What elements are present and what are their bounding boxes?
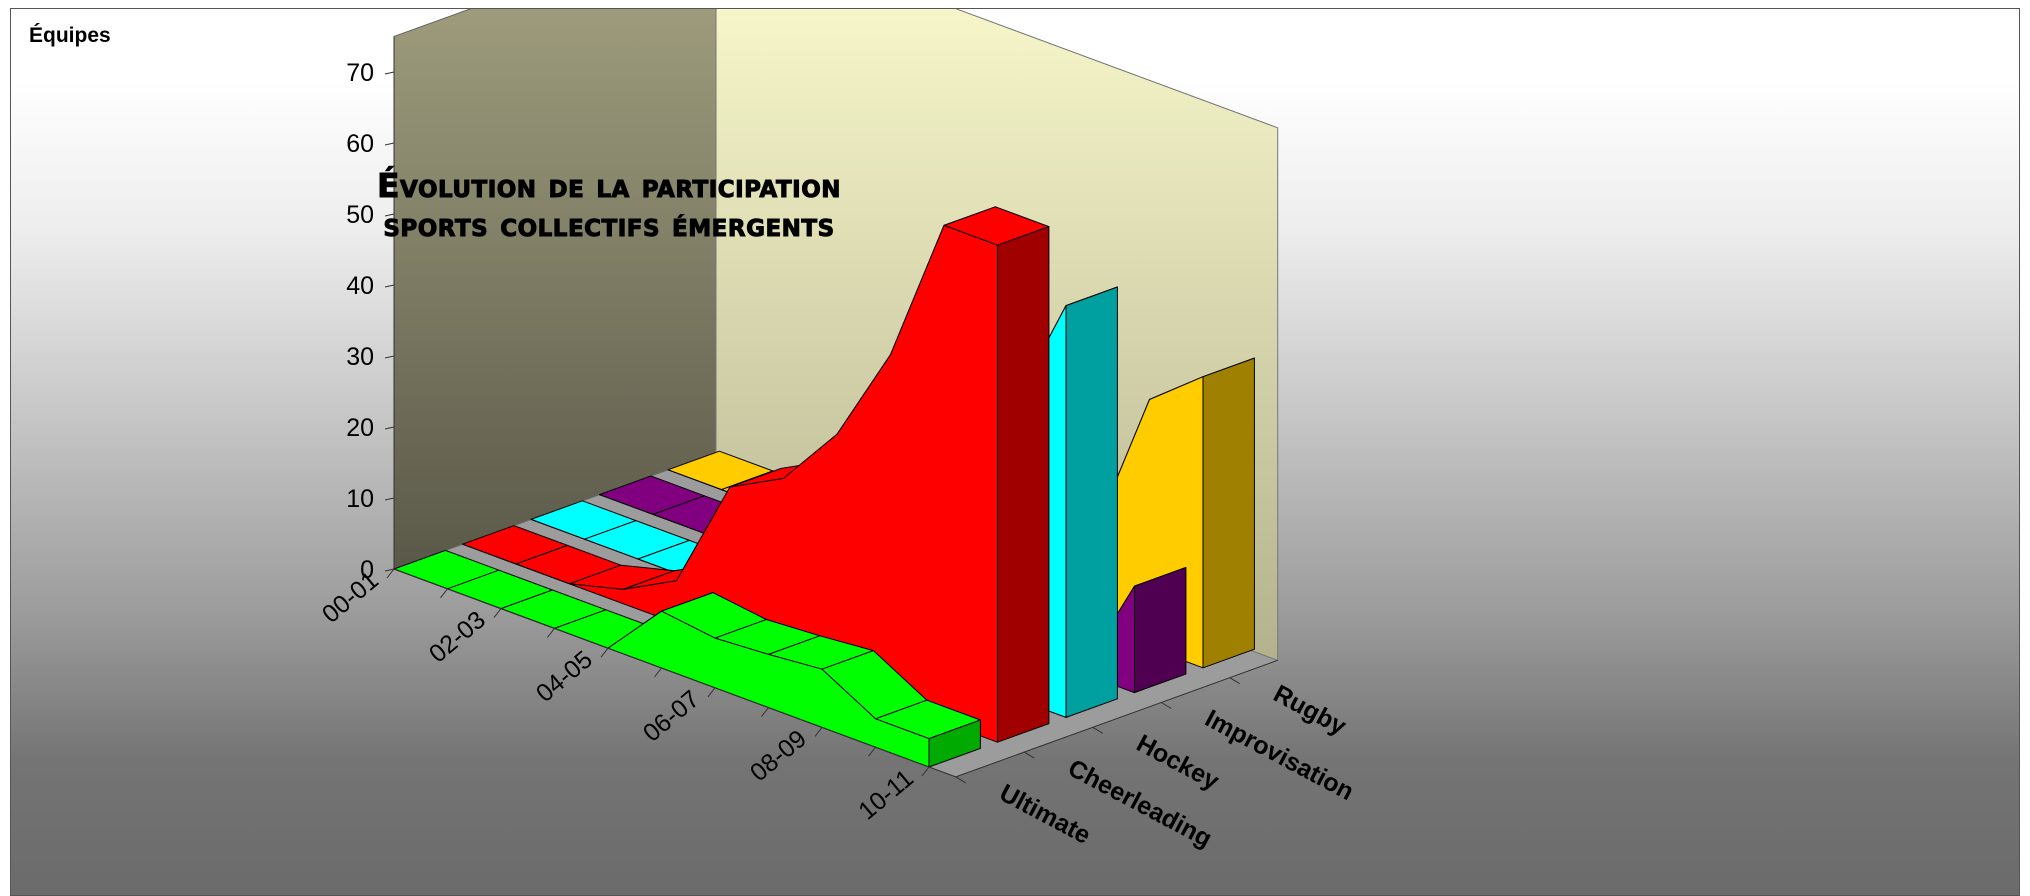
x-tick xyxy=(921,766,930,777)
x-tick xyxy=(600,647,609,658)
chart-title-line-2: sports collectifs émergents xyxy=(383,205,834,244)
y-tick-label-10: 10 xyxy=(346,485,374,513)
x-tick-label-02-03: 02-03 xyxy=(424,606,491,669)
x-tick xyxy=(707,687,716,698)
x-tick xyxy=(814,727,823,737)
depth-tick xyxy=(1160,702,1172,709)
series-cheerleading-end-face xyxy=(997,226,1050,743)
series-ultimate-end-face xyxy=(928,719,981,768)
depth-label-ultimate: Ultimate xyxy=(995,779,1095,850)
x-tick xyxy=(761,707,769,717)
series-rugby-end-face xyxy=(1202,357,1255,669)
x-tick xyxy=(547,628,555,638)
x-tick-label-04-05: 04-05 xyxy=(531,645,598,708)
depth-axis-line xyxy=(955,659,1278,778)
y-tick xyxy=(384,497,395,501)
series-hockey-end-face xyxy=(1065,286,1118,718)
y-tick xyxy=(384,71,395,75)
depth-tick xyxy=(1229,677,1241,685)
x-tick xyxy=(386,568,395,579)
chart-area: 01020304050607000-0102-0304-0506-0708-09… xyxy=(317,9,1358,853)
y-axis-title: Équipes xyxy=(29,24,111,47)
x-tick xyxy=(868,746,876,757)
y-tick xyxy=(384,568,395,572)
y-tick-label-20: 20 xyxy=(346,414,374,442)
depth-label-rugby: Rugby xyxy=(1269,680,1351,741)
x-tick xyxy=(654,667,662,678)
y-tick xyxy=(384,284,395,288)
x-axis-line xyxy=(393,568,956,778)
y-tick-label-40: 40 xyxy=(346,272,374,300)
y-tick-label-50: 50 xyxy=(346,201,374,229)
y-tick xyxy=(384,142,395,146)
chart-title-line-1: Évolution de la participation xyxy=(377,165,841,205)
y-tick xyxy=(384,355,395,359)
x-tick xyxy=(493,608,502,618)
y-tick xyxy=(384,213,395,217)
x-tick-label-10-11: 10-11 xyxy=(853,764,919,825)
x-tick-label-06-07: 06-07 xyxy=(638,685,705,748)
depth-tick xyxy=(1092,726,1104,734)
y-tick-label-60: 60 xyxy=(346,130,374,158)
series-cheerleading xyxy=(462,206,1050,743)
y-tick xyxy=(384,426,395,430)
y-tick-label-30: 30 xyxy=(346,343,374,371)
depth-tick xyxy=(1023,751,1035,759)
depth-tick xyxy=(955,776,967,784)
x-tick-label-08-09: 08-09 xyxy=(745,725,812,788)
series-improvisation-end-face xyxy=(1134,567,1187,694)
chart-frame: Équipes 0 10 20 30 40 50 60 70 00-01 02-03 04-05 06… xyxy=(10,8,2020,896)
depth-label-hockey: Hockey xyxy=(1132,729,1224,796)
y-tick-label-70: 70 xyxy=(346,59,374,87)
x-tick xyxy=(440,588,448,599)
y-tick-label-0: 0 xyxy=(360,556,374,584)
